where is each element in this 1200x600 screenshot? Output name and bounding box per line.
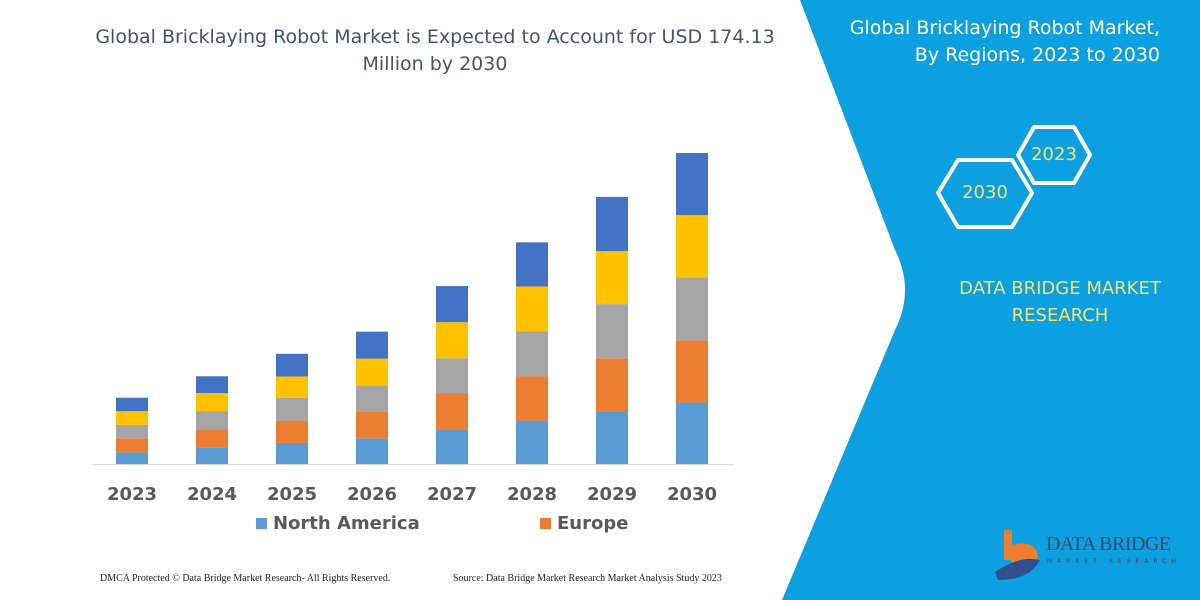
logo-text: DATA BRIDGE <box>1046 533 1171 555</box>
bar-segment-2024-3 <box>196 393 228 412</box>
bar-segment-2027-3 <box>436 322 468 359</box>
bar-segment-2030-0 <box>676 402 708 464</box>
hex-label-2030: 2030 <box>962 182 1008 203</box>
bar-segment-2029-1 <box>596 358 628 412</box>
bar-segment-2026-4 <box>356 331 388 359</box>
legend-label: North America <box>273 513 420 534</box>
x-tick-label: 2023 <box>106 484 158 505</box>
bar-segment-2025-4 <box>276 353 308 377</box>
bar-segment-2023-2 <box>116 424 148 439</box>
bar-segment-2026-0 <box>356 438 388 464</box>
bar-chart <box>116 153 708 464</box>
x-tick-label: 2028 <box>506 484 558 505</box>
bar-segment-2024-1 <box>196 429 228 448</box>
x-tick-label: 2024 <box>186 484 238 505</box>
hex-label-2023: 2023 <box>1031 144 1077 165</box>
brand-line1: DATA BRIDGE MARKET <box>959 278 1161 299</box>
bar-segment-2026-1 <box>356 411 388 439</box>
bar-segment-2024-2 <box>196 411 228 430</box>
bar-segment-2023-0 <box>116 452 148 464</box>
x-tick-label: 2029 <box>586 484 638 505</box>
x-tick-label: 2030 <box>666 484 718 505</box>
bar-segment-2023-1 <box>116 438 148 453</box>
side-panel <box>782 0 1200 600</box>
bar-segment-2028-0 <box>516 420 548 464</box>
legend-swatch <box>256 518 267 529</box>
side-title-line1: Global Bricklaying Robot Market, <box>849 17 1160 39</box>
brand-line2: RESEARCH <box>1011 305 1109 326</box>
bar-segment-2024-4 <box>196 376 228 394</box>
brand-text: DATA BRIDGE MARKET RESEARCH <box>930 275 1190 329</box>
bar-segment-2027-0 <box>436 429 468 464</box>
bar-segment-2029-2 <box>596 304 628 359</box>
bar-segment-2023-3 <box>116 411 148 425</box>
side-panel-title: Global Bricklaying Robot Market, By Regi… <box>800 15 1160 69</box>
bar-segment-2025-1 <box>276 420 308 443</box>
bar-segment-2030-4 <box>676 153 708 216</box>
bar-segment-2024-0 <box>196 447 228 464</box>
hexagon-2030 <box>936 158 1034 229</box>
bar-segment-2027-2 <box>436 358 468 394</box>
legend-north-america: North America <box>256 513 420 534</box>
bar-segment-2029-0 <box>596 411 628 464</box>
bar-segment-2023-4 <box>116 397 148 412</box>
chart-title: Global Bricklaying Robot Market is Expec… <box>95 26 775 75</box>
bar-segment-2029-4 <box>596 196 628 252</box>
legend-europe: Europe <box>540 513 628 534</box>
bar-segment-2028-1 <box>516 376 548 421</box>
x-tick-label: 2027 <box>426 484 478 505</box>
bar-segment-2028-2 <box>516 331 548 377</box>
bar-segment-2028-3 <box>516 286 548 332</box>
bar-segment-2027-1 <box>436 393 468 430</box>
bar-segment-2029-3 <box>596 251 628 305</box>
legend-swatch <box>540 518 551 529</box>
bar-segment-2028-4 <box>516 242 548 287</box>
bar-segment-2030-3 <box>676 215 708 278</box>
bar-segment-2030-1 <box>676 340 708 403</box>
bar-segment-2027-4 <box>436 286 468 323</box>
x-tick-label: 2026 <box>346 484 398 505</box>
bar-segment-2026-2 <box>356 385 388 412</box>
bar-segment-2025-2 <box>276 397 308 421</box>
footer-copyright: DMCA Protected © Data Bridge Market Rese… <box>100 573 391 584</box>
bar-segment-2025-0 <box>276 442 308 464</box>
bar-segment-2026-3 <box>356 358 388 386</box>
data-bridge-logo-icon <box>995 530 1040 580</box>
hexagon-2023 <box>1016 125 1092 185</box>
legend-label: Europe <box>557 513 629 534</box>
logo-subtext: MARKET RESEARCH <box>1047 558 1181 565</box>
bar-segment-2025-3 <box>276 376 308 398</box>
footer-source: Source: Data Bridge Market Research Mark… <box>453 573 722 584</box>
side-title-line2: By Regions, 2023 to 2030 <box>914 44 1160 66</box>
x-tick-label: 2025 <box>266 484 318 505</box>
bar-segment-2030-2 <box>676 277 708 341</box>
